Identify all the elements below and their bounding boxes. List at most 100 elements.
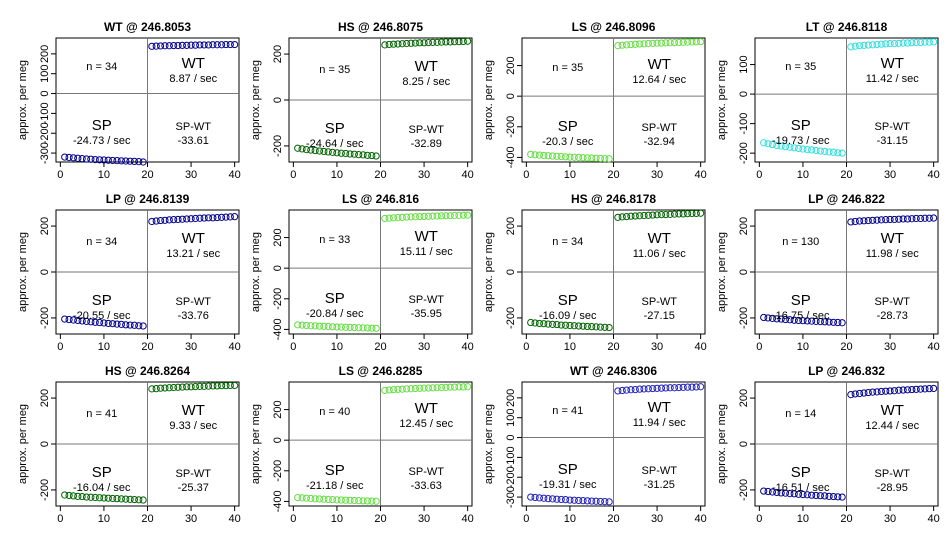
- data-point: [320, 322, 328, 330]
- wt-label: WT: [648, 56, 671, 73]
- data-point: [328, 495, 337, 504]
- data-point: [437, 212, 446, 220]
- sp-rate: -20.84 / sec: [306, 308, 364, 320]
- data-point: [394, 40, 402, 48]
- data-point: [459, 211, 467, 219]
- data-point: [688, 383, 696, 391]
- data-point: [222, 40, 230, 49]
- data-point: [174, 215, 182, 224]
- data-point: [429, 212, 437, 220]
- data-point: [209, 382, 217, 390]
- data-point: [298, 321, 306, 329]
- data-point: [825, 318, 833, 326]
- x-tick-label: 30: [185, 341, 197, 353]
- data-point: [187, 41, 195, 49]
- data-point: [540, 320, 548, 328]
- y-tick-label: -200: [505, 116, 517, 138]
- y-tick-label: 100: [39, 65, 51, 83]
- data-point: [873, 388, 881, 396]
- data-point: [912, 214, 920, 223]
- x-tick-label: 30: [651, 513, 663, 525]
- data-point: [618, 386, 626, 395]
- wt-rate: 8.87 / sec: [169, 73, 217, 85]
- data-point: [455, 211, 463, 219]
- data-point: [152, 42, 160, 50]
- y-tick-label: 0: [39, 269, 51, 275]
- x-tick-label: 0: [523, 169, 529, 181]
- sp-label: SP: [325, 462, 345, 479]
- y-axis-label: approx. per meg: [483, 232, 495, 312]
- x-tick-label: 40: [928, 341, 940, 353]
- x-tick-label: 40: [695, 513, 707, 525]
- sp-label: SP: [791, 117, 811, 134]
- data-point: [622, 386, 631, 394]
- sp-wt-label: SP-WT: [875, 121, 911, 133]
- data-point: [148, 42, 156, 50]
- n-label: n = 34: [86, 236, 117, 248]
- data-point: [170, 216, 178, 224]
- data-point: [398, 213, 406, 221]
- data-point: [113, 495, 121, 503]
- y-tick-label: 0: [738, 269, 750, 275]
- sp-wt-value: -32.89: [411, 138, 442, 150]
- data-point: [653, 39, 661, 47]
- data-point: [781, 315, 790, 324]
- data-point: [860, 217, 868, 225]
- data-point: [342, 323, 350, 331]
- sp-rate: -20.55 / sec: [73, 310, 131, 322]
- data-point: [446, 38, 454, 46]
- sp-label: SP: [325, 120, 345, 137]
- data-point: [925, 214, 933, 222]
- x-tick-label: 30: [418, 513, 430, 525]
- data-point: [588, 154, 596, 162]
- y-tick-label: 0: [505, 269, 517, 275]
- data-point: [890, 387, 899, 395]
- data-point: [165, 384, 173, 392]
- data-point: [87, 493, 95, 501]
- x-tick-label: 30: [185, 169, 197, 181]
- wt-rate: 12.44 / sec: [865, 420, 919, 432]
- data-point: [450, 38, 459, 46]
- data-point: [834, 149, 842, 157]
- data-point: [156, 384, 165, 392]
- n-label: n = 130: [782, 236, 819, 248]
- data-point: [812, 317, 820, 325]
- data-point: [464, 383, 472, 391]
- x-tick-label: 10: [797, 341, 809, 353]
- data-point: [320, 495, 328, 503]
- x-tick-label: 20: [607, 169, 619, 181]
- panel-2: HS @ 246.8075 n = 35 WT8.25 / sec SP-24.64 …: [250, 20, 474, 181]
- data-point: [346, 496, 354, 504]
- wt-rate: 8.25 / sec: [402, 76, 450, 88]
- data-point: [570, 153, 578, 161]
- data-point: [662, 384, 670, 392]
- data-point: [877, 387, 885, 396]
- data-point: [328, 148, 337, 156]
- data-point: [294, 493, 302, 502]
- y-tick-label: 0: [272, 97, 284, 103]
- data-point: [790, 316, 798, 324]
- data-point: [588, 497, 596, 505]
- data-point: [411, 39, 419, 47]
- y-tick-label: 200: [505, 56, 517, 74]
- data-point: [777, 315, 785, 323]
- data-point: [433, 384, 441, 392]
- data-point: [385, 214, 393, 222]
- x-tick-label: 0: [290, 513, 296, 525]
- data-point: [596, 154, 605, 163]
- data-point: [803, 146, 811, 154]
- data-point: [579, 154, 587, 162]
- y-tick-label: 200: [738, 389, 750, 407]
- data-point: [350, 150, 358, 158]
- data-point: [135, 322, 143, 330]
- data-point: [178, 41, 186, 49]
- wt-rate: 15.11 / sec: [400, 246, 453, 258]
- data-point: [429, 384, 437, 392]
- data-point: [644, 211, 652, 219]
- y-tick-label: -200: [505, 466, 517, 488]
- data-point: [649, 211, 657, 219]
- data-point: [760, 313, 768, 322]
- data-point: [398, 385, 406, 393]
